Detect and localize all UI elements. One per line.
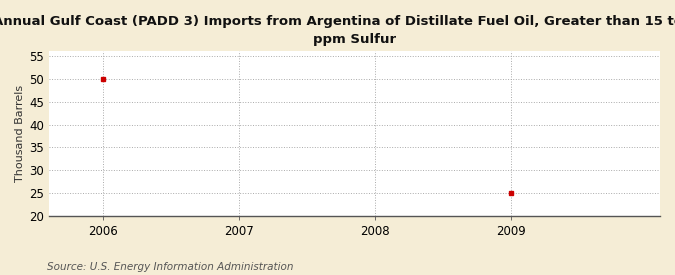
Text: Source: U.S. Energy Information Administration: Source: U.S. Energy Information Administ…	[47, 262, 294, 272]
Title: Annual Gulf Coast (PADD 3) Imports from Argentina of Distillate Fuel Oil, Greate: Annual Gulf Coast (PADD 3) Imports from …	[0, 15, 675, 46]
Y-axis label: Thousand Barrels: Thousand Barrels	[15, 85, 25, 182]
